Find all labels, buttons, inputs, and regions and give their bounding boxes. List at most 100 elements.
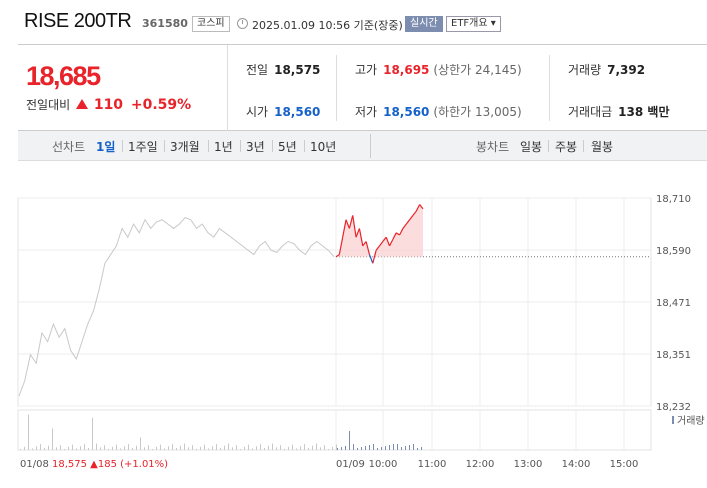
volume-bar — [316, 443, 317, 450]
today-series-segment — [402, 223, 407, 229]
quote-datetime: 2025.01.09 10:56 기준(장중) — [252, 19, 403, 32]
low-label: 저가 — [355, 105, 378, 119]
volume-bar — [72, 444, 73, 450]
volume-bar — [148, 445, 149, 450]
x-tick-label: 13:00 — [514, 459, 543, 470]
volume-bar — [421, 447, 422, 450]
volume-bar — [268, 445, 269, 450]
volume-bar — [60, 445, 61, 450]
tab-3m[interactable]: 3개월 — [170, 140, 200, 154]
prev-close-cell: 전일 18,575 — [246, 61, 320, 78]
volume-bar — [409, 445, 410, 450]
volume-bar — [176, 447, 177, 450]
volume-bar — [204, 444, 205, 450]
volume-bar — [48, 445, 49, 450]
today-series-segment — [345, 219, 350, 229]
today-series-segment — [419, 204, 424, 210]
volume-bar — [56, 447, 57, 450]
volume-bar — [168, 446, 169, 450]
tab-5y[interactable]: 5년 — [278, 140, 297, 154]
volume-bar — [365, 446, 366, 450]
prev-close-value: 18,575 — [274, 63, 321, 77]
volume-bar — [357, 448, 358, 450]
open-label: 시가 — [246, 105, 269, 119]
volume-bar — [112, 446, 113, 450]
volume-bar — [405, 446, 406, 450]
today-series-segment — [338, 237, 344, 255]
tab-1d[interactable]: 1일 — [96, 140, 116, 154]
today-series-segment — [412, 210, 417, 216]
volume-bar — [232, 447, 233, 450]
market-badge: 코스피 — [192, 16, 230, 32]
today-series-segment — [368, 254, 374, 264]
volume-bar — [100, 447, 101, 450]
volume-bar — [92, 417, 93, 450]
volume-bar — [144, 447, 145, 450]
volume-bar — [308, 447, 309, 450]
tab-separator — [304, 140, 305, 152]
clock-icon — [237, 18, 248, 29]
volume-bar — [389, 445, 390, 450]
volume-bar — [212, 446, 213, 450]
amount-value: 138 백만 — [618, 105, 670, 119]
today-series-segment — [372, 250, 377, 264]
high-label: 고가 — [355, 63, 378, 77]
volume-bar — [288, 446, 289, 450]
x-tick-label: 14:00 — [562, 459, 591, 470]
low-value: 18,560 — [383, 105, 430, 119]
today-series-segment — [358, 228, 364, 246]
stock-code: 361580 — [142, 17, 188, 30]
prev-day-note: 01/08 18,575 ▲185 (+1.01%) — [20, 459, 168, 470]
today-series-segment — [342, 219, 347, 238]
lower-limit: (하한가 13,005) — [433, 105, 522, 119]
volume-label: 거래량 — [568, 63, 602, 77]
tab-weekly[interactable]: 주봉 — [555, 140, 578, 154]
tab-daily[interactable]: 일봉 — [520, 140, 543, 154]
today-series-segment — [375, 245, 380, 251]
volume-bar — [28, 414, 29, 450]
volume-bar — [120, 448, 121, 450]
volume-bar — [192, 445, 193, 450]
volume-bar — [160, 444, 161, 450]
volume-bar — [381, 447, 382, 450]
volume-bar — [128, 444, 129, 450]
volume-bar — [244, 446, 245, 450]
prev-close-label: 전일 — [246, 63, 269, 77]
today-series-segment — [405, 219, 411, 225]
volume-legend-label: 거래량 — [677, 415, 705, 427]
today-series-segment — [415, 204, 421, 212]
volume-legend-icon — [672, 416, 674, 424]
y-tick-label: 18,232 — [656, 402, 691, 413]
today-series-segment — [335, 254, 340, 258]
volume-bar — [68, 446, 69, 450]
tab-monthly[interactable]: 월봉 — [591, 140, 614, 154]
x-tick-label: 11:00 — [418, 459, 447, 470]
realtime-button[interactable]: 실시간 — [405, 16, 443, 32]
tab-3y[interactable]: 3년 — [246, 140, 265, 154]
tab-1y[interactable]: 1년 — [214, 140, 233, 154]
etf-overview-dropdown[interactable]: ETF개요 ▾ — [446, 16, 501, 32]
volume-bar — [300, 446, 301, 450]
tab-1w[interactable]: 1주일 — [128, 140, 158, 154]
change-value: 110 — [93, 97, 124, 113]
tab-separator — [548, 140, 549, 152]
volume-bar — [353, 444, 354, 450]
x-tick-label: 12:00 — [466, 459, 495, 470]
volume-bar — [188, 447, 189, 450]
volume-bar — [36, 446, 37, 450]
today-series-segment — [352, 215, 357, 238]
volume-bar — [224, 445, 225, 450]
tab-10y[interactable]: 10년 — [310, 140, 337, 154]
volume-value: 7,392 — [607, 63, 646, 77]
volume-bar — [276, 447, 277, 450]
y-tick-label: 18,590 — [656, 246, 691, 257]
volume-bar — [200, 446, 201, 450]
today-series-segment — [355, 228, 360, 238]
volume-bar — [132, 447, 133, 450]
volume-bar — [361, 447, 362, 450]
volume-bar — [393, 444, 394, 450]
amount-label: 거래대금 — [568, 105, 613, 119]
volume-bar — [320, 447, 321, 450]
volume-bar — [156, 446, 157, 450]
